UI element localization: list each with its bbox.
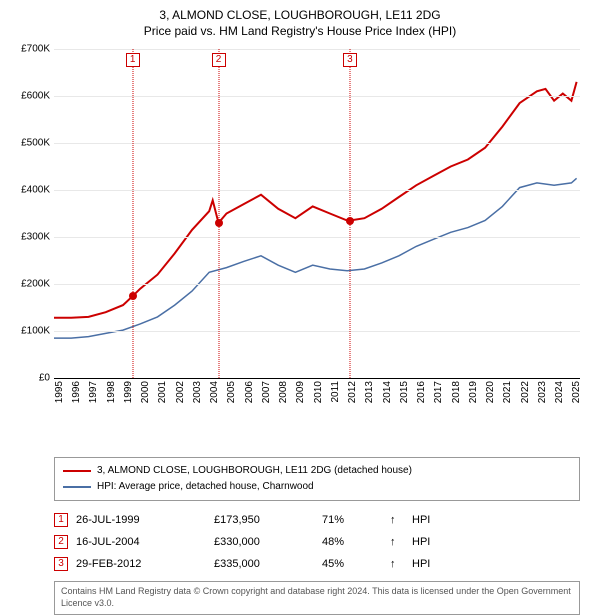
x-tick-label: 2009 [295,381,306,403]
marker-box: 1 [126,53,140,67]
x-tick-label: 2024 [554,381,565,403]
sale-pct: 45% [322,558,382,570]
legend-swatch [63,470,91,472]
x-tick-label: 1998 [106,381,117,403]
x-tick-label: 2000 [140,381,151,403]
footnote: Contains HM Land Registry data © Crown c… [54,581,580,614]
sales-row: 1 26-JUL-1999 £173,950 71% ↑ HPI [54,509,580,531]
sale-price: £173,950 [214,514,314,526]
sale-ref: HPI [412,536,430,548]
chart-container: 3, ALMOND CLOSE, LOUGHBOROUGH, LE11 2DG … [0,0,600,590]
sale-ref: HPI [412,514,430,526]
x-tick-label: 2008 [278,381,289,403]
x-tick-label: 2020 [485,381,496,403]
sale-date: 29-FEB-2012 [76,558,206,570]
arrow-up-icon: ↑ [390,558,404,570]
sale-pct: 48% [322,536,382,548]
sale-index-box: 3 [54,557,68,571]
arrow-up-icon: ↑ [390,514,404,526]
marker-dot [129,292,137,300]
legend-label: 3, ALMOND CLOSE, LOUGHBOROUGH, LE11 2DG … [97,463,412,479]
x-tick-label: 2002 [175,381,186,403]
x-tick-label: 2021 [502,381,513,403]
marker-vline [132,49,133,378]
x-tick-label: 2018 [451,381,462,403]
marker-vline [218,49,219,378]
x-tick-label: 2013 [364,381,375,403]
marker-dot [346,217,354,225]
x-tick-label: 2006 [244,381,255,403]
y-tick-label: £700K [21,44,50,55]
sale-index-box: 2 [54,535,68,549]
x-tick-label: 2023 [537,381,548,403]
y-tick-label: £0 [39,373,50,384]
x-tick-label: 2011 [330,381,341,403]
sale-index-box: 1 [54,513,68,527]
x-tick-label: 2025 [571,381,582,403]
y-tick-label: £500K [21,138,50,149]
marker-vline [349,49,350,378]
x-tick-label: 2019 [468,381,479,403]
marker-dot [215,219,223,227]
y-tick-label: £600K [21,91,50,102]
y-tick-label: £400K [21,185,50,196]
y-axis: £0£100K£200K£300K£400K£500K£600K£700K [12,49,52,378]
x-tick-label: 2005 [226,381,237,403]
x-tick-label: 2001 [157,381,168,403]
y-tick-label: £100K [21,326,50,337]
arrow-up-icon: ↑ [390,536,404,548]
sale-ref: HPI [412,558,430,570]
sale-date: 16-JUL-2004 [76,536,206,548]
x-tick-label: 2010 [313,381,324,403]
sales-table: 1 26-JUL-1999 £173,950 71% ↑ HPI 2 16-JU… [54,509,580,575]
legend-swatch [63,486,91,488]
x-tick-label: 2022 [520,381,531,403]
x-tick-label: 2012 [347,381,358,403]
marker-box: 3 [343,53,357,67]
y-tick-label: £200K [21,279,50,290]
sale-price: £330,000 [214,536,314,548]
title-subtitle: Price paid vs. HM Land Registry's House … [12,24,588,40]
x-axis: 1995 1996 1997 1998 1999 2000 2001 2002 2003 2004… [54,379,580,415]
legend-row: HPI: Average price, detached house, Char… [63,479,571,495]
chart-area: £0£100K£200K£300K£400K£500K£600K£700K 12… [54,49,580,379]
x-tick-label: 2016 [416,381,427,403]
marker-box: 2 [212,53,226,67]
legend-box: 3, ALMOND CLOSE, LOUGHBOROUGH, LE11 2DG … [54,457,580,501]
x-tick-label: 1997 [88,381,99,403]
x-tick-label: 2017 [433,381,444,403]
sale-price: £335,000 [214,558,314,570]
x-tick-label: 1996 [71,381,82,403]
sale-date: 26-JUL-1999 [76,514,206,526]
x-tick-label: 2003 [192,381,203,403]
x-tick-label: 2014 [382,381,393,403]
title-address: 3, ALMOND CLOSE, LOUGHBOROUGH, LE11 2DG [12,8,588,24]
x-tick-label: 2015 [399,381,410,403]
sales-row: 3 29-FEB-2012 £335,000 45% ↑ HPI [54,553,580,575]
x-tick-label: 2004 [209,381,220,403]
legend-label: HPI: Average price, detached house, Char… [97,479,314,495]
legend-row: 3, ALMOND CLOSE, LOUGHBOROUGH, LE11 2DG … [63,463,571,479]
sales-row: 2 16-JUL-2004 £330,000 48% ↑ HPI [54,531,580,553]
title-block: 3, ALMOND CLOSE, LOUGHBOROUGH, LE11 2DG … [12,8,588,39]
y-tick-label: £300K [21,232,50,243]
x-tick-label: 1995 [54,381,65,403]
x-tick-label: 2007 [261,381,272,403]
sale-pct: 71% [322,514,382,526]
x-tick-label: 1999 [123,381,134,403]
